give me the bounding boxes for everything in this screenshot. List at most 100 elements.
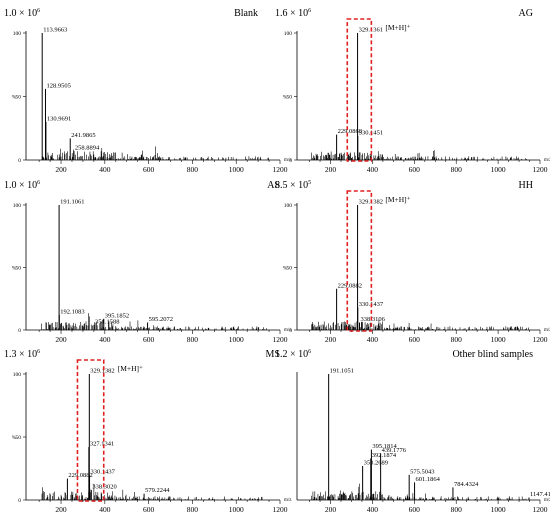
peak-label: 439.1776 (382, 447, 407, 454)
x-tick-label: 1200 (273, 165, 288, 174)
x-tick-label: 200 (325, 165, 337, 174)
peak-label: 392.1874 (372, 452, 397, 459)
peak-label: 1147.4170 (530, 491, 550, 498)
x-tick-label: 600 (143, 165, 155, 174)
x-tick-label: 200 (325, 335, 337, 344)
y-tick-label: 100 (13, 372, 22, 378)
x-axis-label: m/z (544, 158, 550, 163)
peak-label: 338.3106 (360, 316, 385, 323)
baseline-noise (311, 483, 527, 500)
highlight-box (76, 359, 105, 502)
panel-title: MS (266, 349, 280, 360)
x-tick-label: 800 (187, 505, 199, 514)
peak-label: 353.2689 (364, 459, 388, 466)
x-tick-label: 800 (187, 165, 199, 174)
annotation-label: [M+H]⁺ (118, 364, 143, 373)
intensity-label: 1.6 × 106 (275, 8, 311, 19)
intensity-label: 1.3 × 106 (4, 349, 40, 360)
y-tick-label: 50 (16, 435, 22, 441)
peak-label: 113.9663 (43, 27, 67, 34)
intensity-label: 8.5 × 105 (275, 180, 311, 191)
baseline-noise (311, 150, 527, 160)
x-tick-label: 600 (143, 505, 155, 514)
spectrum-panel-1: 1.6 × 106 AG 100 50 0% 200 400 600 800 1000 1200 m/… (275, 8, 550, 174)
highlight-box (346, 190, 373, 332)
y-axis-label: % (283, 266, 288, 272)
x-tick-label: 600 (409, 335, 421, 344)
panel-title: AS (267, 180, 280, 191)
panel-title: AG (519, 8, 533, 19)
x-tick-label: 400 (367, 505, 379, 514)
x-tick-label: 400 (367, 335, 379, 344)
x-tick-label: 1000 (491, 165, 506, 174)
x-tick-label: 800 (451, 165, 463, 174)
baseline-noise (311, 319, 529, 330)
x-tick-label: 400 (99, 335, 111, 344)
y-tick-label: 0 (289, 158, 292, 164)
peak-label: 327.1341 (90, 441, 114, 448)
peak-label: 258.8894 (75, 145, 100, 152)
peak-label: 229.0868 (338, 128, 362, 135)
peak-label: 229.0882 (68, 472, 92, 479)
intensity-label: 1.0 × 106 (4, 8, 40, 19)
x-tick-label: 400 (99, 505, 111, 514)
peak-label: 601.1864 (416, 476, 441, 483)
highlight-box (346, 18, 373, 162)
y-tick-label: 0 (18, 498, 21, 504)
x-tick-label: 400 (99, 165, 111, 174)
y-axis-label: % (12, 95, 17, 101)
peak-label: 128.9505 (46, 82, 70, 89)
y-axis-label: % (283, 95, 288, 101)
y-axis-label: % (12, 266, 17, 272)
baseline-noise (41, 313, 267, 330)
spectrum-panel-5: 1.2 × 106 Other blind samples 200 400 600 800… (275, 349, 550, 514)
annotation-label: [M+H]⁺ (385, 23, 410, 32)
peak-label: 191.1061 (60, 199, 84, 206)
intensity-label: 1.2 × 106 (275, 349, 311, 360)
x-tick-label: 800 (187, 335, 199, 344)
x-tick-label: 1200 (533, 165, 548, 174)
peak-label: 192.1083 (60, 309, 84, 316)
x-axis-label: m/z (544, 328, 550, 333)
y-tick-label: 50 (16, 266, 22, 272)
intensity-label: 1.0 × 106 (4, 180, 40, 191)
x-tick-label: 1000 (491, 505, 506, 514)
x-tick-label: 600 (409, 165, 421, 174)
peak-label: 575.5043 (410, 468, 434, 475)
peak-label: 191.1051 (330, 368, 354, 375)
x-tick-label: 200 (55, 505, 67, 514)
y-axis-label: % (12, 435, 17, 441)
y-tick-label: 0 (18, 328, 21, 334)
x-tick-label: 200 (55, 165, 67, 174)
y-tick-label: 100 (13, 203, 22, 209)
x-tick-label: 1200 (273, 335, 288, 344)
peak-label: 579.2244 (145, 487, 170, 494)
annotation-label: [M+H]⁺ (385, 195, 410, 204)
peak-label: 784.4324 (454, 481, 479, 488)
x-tick-label: 800 (451, 505, 463, 514)
y-tick-label: 50 (287, 95, 293, 101)
y-tick-label: 0 (18, 158, 21, 164)
x-axis-label: m/z (544, 498, 550, 503)
x-tick-label: 400 (367, 165, 379, 174)
panel-title: Blank (234, 8, 258, 19)
x-tick-label: 1200 (533, 335, 548, 344)
peak-label: 229.0882 (338, 282, 362, 289)
x-tick-label: 600 (143, 335, 155, 344)
peak-label: 351.1588 (95, 319, 119, 326)
peak-label: 395.1852 (105, 312, 129, 319)
x-tick-label: 1000 (229, 165, 244, 174)
y-tick-label: 100 (284, 31, 293, 37)
x-tick-label: 1000 (229, 505, 244, 514)
x-tick-label: 1200 (533, 505, 548, 514)
panel-title: Other blind samples (452, 349, 533, 360)
y-tick-label: 100 (13, 31, 22, 37)
x-tick-label: 200 (325, 505, 337, 514)
x-tick-label: 1000 (229, 335, 244, 344)
y-tick-label: 100 (284, 203, 293, 209)
spectrum-panel-4: 1.3 × 106 MS 100 50 0% 200 400 600 800 1000 1200 m/… (4, 349, 292, 514)
x-tick-label: 200 (55, 335, 67, 344)
x-tick-label: 1000 (491, 335, 506, 344)
